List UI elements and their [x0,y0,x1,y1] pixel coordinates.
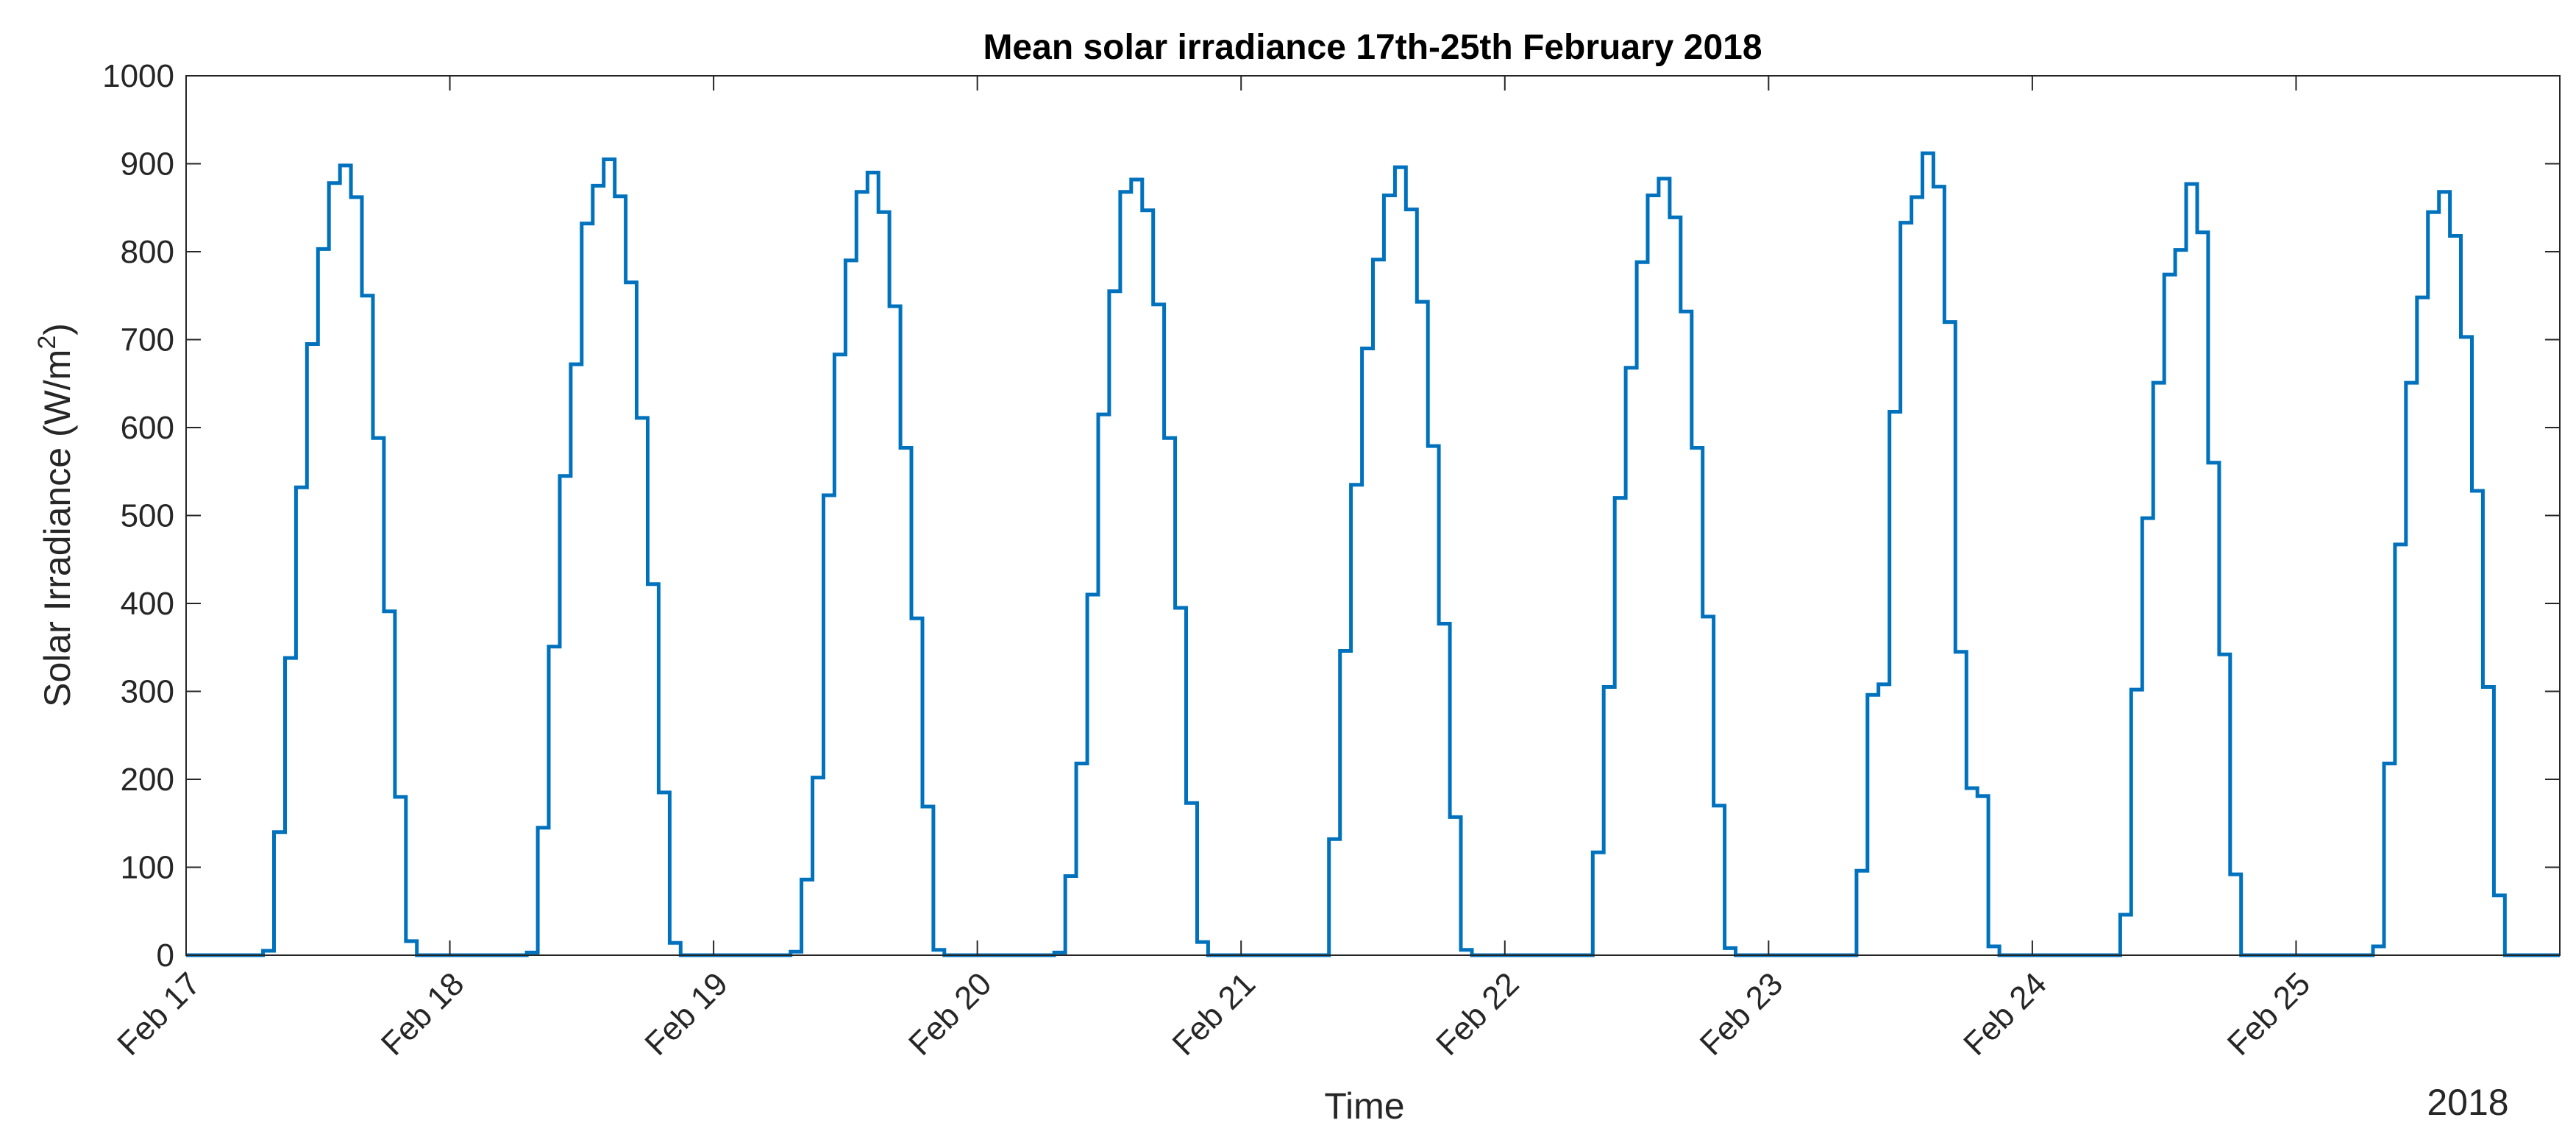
y-axis: 0 100 200 300 400 500 600 700 800 900 1000 [102,58,2560,974]
y-tick-label: 700 [121,322,174,358]
y-axis-label: Solar Irradiance (W/m2) [33,323,78,707]
y-axis-label-main: Solar Irradiance (W/m [37,350,78,707]
y-tick-label: 100 [121,850,174,886]
y-tick-label: 600 [121,410,174,446]
x-axis-year-label: 2018 [2427,1082,2508,1123]
y-tick-label: 0 [157,938,174,974]
chart-title: Mean solar irradiance 17th-25th February… [983,28,1762,67]
y-tick-label: 800 [121,234,174,270]
x-axis-label: Time [1324,1085,1404,1127]
y-tick-label: 400 [121,586,174,622]
y-axis-label-close: ) [37,323,78,336]
irradiance-line [186,151,2560,957]
series-layer [186,151,2560,957]
y-tick-label: 900 [121,146,174,183]
y-tick-label: 300 [121,674,174,710]
plot-area [186,76,2560,955]
y-tick-label: 200 [121,762,174,798]
y-tick-label: 500 [121,498,174,534]
y-tick-label: 1000 [102,58,174,94]
y-axis-label-superscript: 2 [33,336,61,350]
